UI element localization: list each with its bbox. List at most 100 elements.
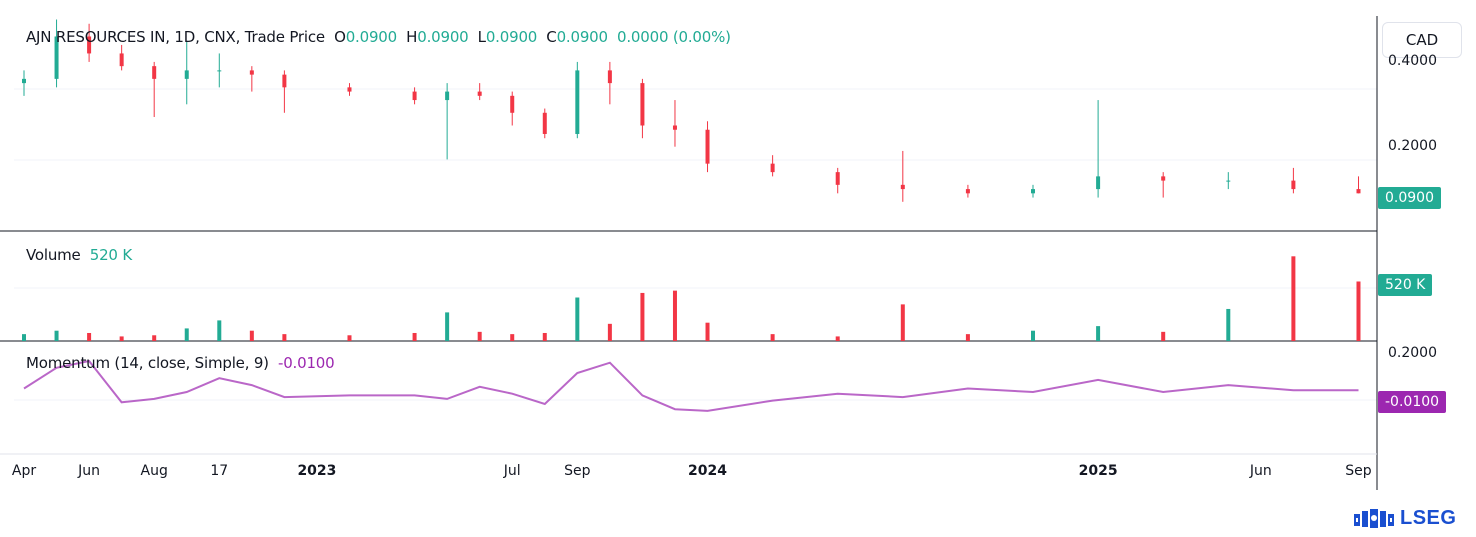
- momentum-tick-label: 0.2000: [1388, 345, 1437, 362]
- volume-bar: [835, 336, 840, 341]
- volume-bar: [542, 332, 547, 341]
- lseg-wordmark: LSEG: [1400, 507, 1457, 529]
- candle-body: [835, 172, 840, 185]
- candle-body: [184, 70, 189, 79]
- price-tick-label: 0.4000: [1388, 52, 1437, 69]
- candle-body: [510, 95, 515, 113]
- time-tick-label: 2025: [1078, 463, 1118, 479]
- time-tick-label: Apr: [11, 463, 37, 479]
- high-label: H: [406, 28, 418, 46]
- volume-bar: [640, 292, 645, 341]
- volume-bar: [1161, 331, 1166, 341]
- currency-button[interactable]: CAD: [1382, 22, 1462, 58]
- candle-body: [1031, 189, 1036, 194]
- volume-label: Volume: [26, 246, 81, 264]
- close-label: C: [546, 28, 557, 46]
- open-label: O: [334, 28, 346, 46]
- volume-bar: [770, 334, 775, 341]
- lseg-logo: LSEG: [1352, 507, 1456, 530]
- momentum-tag: -0.0100: [1378, 391, 1447, 413]
- candle-body: [152, 66, 157, 79]
- candle-body: [575, 70, 580, 134]
- volume-bar: [1291, 256, 1296, 341]
- candle-body: [640, 83, 645, 126]
- change-value: 0.0000 (0.00%): [617, 28, 731, 46]
- low-label: L: [477, 28, 486, 46]
- candle-body: [705, 129, 710, 164]
- volume-bar: [184, 328, 189, 341]
- candle-body: [217, 70, 222, 72]
- volume-bar: [575, 297, 580, 341]
- low-value: 0.0900: [485, 28, 538, 46]
- candle-body: [1161, 176, 1166, 181]
- volume-bar: [965, 334, 970, 341]
- volume-bar: [1031, 330, 1036, 341]
- volume-bar: [412, 332, 417, 341]
- close-value: 0.0900: [556, 28, 608, 46]
- candle-body: [445, 91, 450, 101]
- high-value: 0.0900: [417, 28, 469, 46]
- symbol-title: AJN RESOURCES IN, 1D, CNX, Trade Price: [26, 28, 325, 46]
- time-tick-label: 2023: [297, 463, 337, 479]
- volume-value: 520 K: [89, 246, 132, 264]
- candle-body: [1096, 176, 1101, 190]
- candle-body: [900, 184, 905, 190]
- time-tick-label: Aug: [140, 463, 168, 479]
- price-tick-label: 0.2000: [1388, 137, 1437, 154]
- candle-body: [477, 91, 482, 96]
- volume-bar: [900, 304, 905, 341]
- candle-body: [54, 36, 59, 79]
- candle-body: [22, 78, 26, 84]
- volume-bar: [119, 336, 124, 341]
- momentum-line: [23, 359, 1359, 412]
- candle-body: [412, 91, 417, 101]
- candle-body: [965, 189, 970, 194]
- volume-bar: [282, 334, 287, 341]
- price-tag: 0.0900: [1378, 187, 1441, 209]
- volume-bar: [705, 322, 710, 341]
- candle-body: [542, 112, 547, 134]
- candle-body: [282, 74, 287, 88]
- time-tick-label: 2024: [688, 463, 727, 479]
- candle-body: [347, 87, 352, 92]
- volume-bar: [445, 312, 450, 341]
- volume-bar: [1356, 281, 1361, 341]
- volume-bar: [477, 331, 482, 341]
- candle-body: [87, 36, 92, 54]
- volume-bar: [22, 334, 26, 341]
- volume-bar: [1226, 308, 1231, 341]
- candle-body: [1356, 189, 1361, 194]
- volume-bar: [249, 330, 254, 341]
- candle-body: [770, 163, 775, 173]
- time-tick-label: Sep: [1345, 463, 1372, 479]
- lseg-emblem-icon: [1354, 508, 1394, 528]
- volume-bar: [672, 290, 677, 341]
- candle-body: [119, 53, 124, 67]
- momentum-value: -0.0100: [277, 354, 335, 372]
- volume-bar: [510, 334, 515, 341]
- time-tick-label: 17: [210, 463, 229, 479]
- open-value: 0.0900: [345, 28, 397, 46]
- volume-tag: 520 K: [1378, 274, 1433, 296]
- candle-body: [607, 70, 612, 84]
- time-tick-label: Jun: [1249, 463, 1272, 479]
- momentum-legend: Momentum (14, close, Simple, 9) -0.0100: [26, 354, 335, 372]
- time-tick-label: Jun: [78, 463, 101, 479]
- price-legend: AJN RESOURCES IN, 1D, CNX, Trade Price O…: [26, 28, 731, 46]
- momentum-label: Momentum (14, close, Simple, 9): [26, 354, 269, 372]
- volume-bar: [87, 332, 92, 341]
- volume-bar: [1096, 326, 1101, 341]
- candle-body: [672, 125, 677, 130]
- volume-bar: [152, 335, 157, 341]
- volume-bar: [217, 320, 222, 341]
- volume-bar: [54, 330, 59, 341]
- time-tick-label: Jul: [503, 463, 521, 479]
- volume-legend: Volume 520 K: [26, 246, 132, 264]
- volume-bar: [347, 335, 352, 341]
- candle-body: [1226, 180, 1231, 182]
- candle-body: [1291, 180, 1296, 190]
- time-tick-label: Sep: [564, 463, 591, 479]
- candle-body: [249, 70, 254, 75]
- volume-bar: [607, 323, 612, 341]
